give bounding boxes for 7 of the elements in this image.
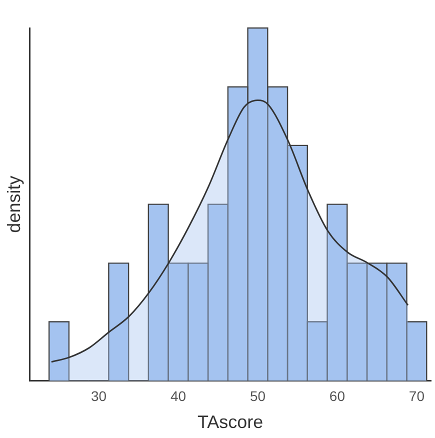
x-tick-label: 30 (90, 388, 107, 404)
y-axis-title: density (4, 176, 24, 233)
x-tick-label: 40 (170, 388, 186, 404)
x-tick-label: 60 (329, 388, 346, 404)
x-tick-label: 50 (250, 388, 266, 404)
x-axis-title: TAscore (197, 412, 264, 432)
x-tick-label: 70 (408, 388, 425, 404)
